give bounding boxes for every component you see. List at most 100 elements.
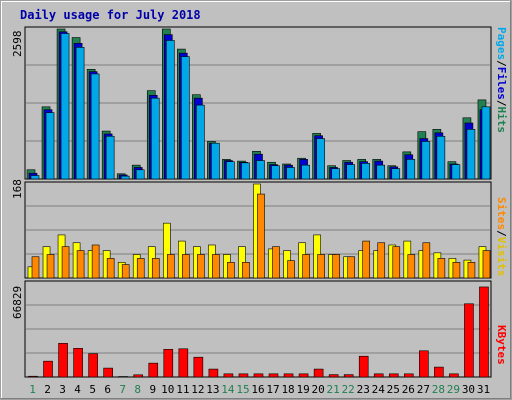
bar-sites-day-5 — [91, 244, 100, 279]
bar-sites-day-1 — [31, 256, 40, 279]
day-label-13: 13 — [206, 383, 219, 396]
bar-kbytes-day-10 — [163, 348, 174, 378]
bar-kbytes-day-8 — [133, 374, 144, 378]
usage-max-label: 2598 — [11, 30, 24, 58]
day-label-29: 29 — [447, 383, 460, 396]
kbytes-max-label: 66829 — [11, 285, 24, 319]
visitors-max-label: 168 — [11, 179, 24, 199]
bar-pages-day-22 — [346, 164, 355, 180]
bar-sites-day-19 — [302, 254, 310, 279]
bar-pages-day-4 — [75, 47, 85, 180]
bar-sites-day-21 — [332, 254, 340, 279]
bar-pages-day-19 — [301, 164, 310, 180]
bar-sites-day-6 — [106, 258, 115, 279]
bar-sites-day-16 — [257, 193, 265, 279]
legend-sep-3: / — [495, 230, 508, 237]
legend-pages: Pages — [495, 27, 508, 61]
bar-kbytes-day-4 — [73, 348, 83, 378]
bar-kbytes-day-17 — [268, 373, 279, 378]
bar-pages-day-18 — [286, 167, 295, 180]
legend-sep-2: / — [495, 99, 508, 107]
bar-kbytes-day-19 — [298, 373, 309, 378]
bar-kbytes-day-16 — [253, 373, 264, 378]
bar-kbytes-day-20 — [313, 368, 324, 378]
bar-pages-day-16 — [256, 160, 265, 180]
bar-pages-day-30 — [466, 129, 476, 180]
day-label-18: 18 — [281, 383, 294, 396]
bar-kbytes-day-29 — [449, 373, 459, 378]
day-label-9: 9 — [149, 383, 156, 396]
bar-kbytes-day-18 — [283, 373, 294, 378]
day-label-19: 19 — [296, 383, 309, 396]
bar-pages-day-21 — [331, 168, 340, 180]
day-label-14: 14 — [221, 383, 235, 396]
day-label-23: 23 — [357, 383, 370, 396]
bar-kbytes-day-2 — [43, 360, 53, 378]
chart-title: Daily usage for July 2018 — [20, 8, 201, 22]
bar-sites-day-11 — [182, 254, 190, 279]
bar-pages-day-11 — [181, 56, 190, 180]
bar-kbytes-day-9 — [148, 362, 159, 378]
legend-kbytes: KBytes — [495, 325, 508, 365]
bar-sites-day-15 — [242, 262, 250, 279]
bar-kbytes-day-6 — [103, 367, 113, 378]
day-label-17: 17 — [266, 383, 279, 396]
day-label-25: 25 — [387, 383, 400, 396]
bar-pages-day-6 — [105, 135, 115, 180]
day-label-11: 11 — [176, 383, 189, 396]
legend-sep-1: / — [495, 60, 508, 67]
bar-kbytes-day-3 — [58, 343, 68, 378]
bar-pages-day-7 — [120, 175, 130, 180]
day-label-16: 16 — [251, 383, 264, 396]
bar-kbytes-day-14 — [223, 373, 234, 378]
bar-sites-day-17 — [272, 246, 280, 279]
day-label-28: 28 — [432, 383, 445, 396]
bar-pages-day-1 — [30, 175, 40, 180]
day-label-24: 24 — [372, 383, 386, 396]
legend-hits: Hits — [495, 106, 508, 134]
day-label-7: 7 — [119, 383, 126, 396]
bar-pages-day-3 — [60, 33, 70, 180]
day-label-6: 6 — [104, 383, 111, 396]
bar-kbytes-day-15 — [238, 373, 249, 378]
legend-sites: Sites — [495, 197, 508, 231]
bar-kbytes-day-13 — [208, 368, 219, 378]
visitors-side-legend: Sites/Visits — [495, 197, 508, 277]
day-label-12: 12 — [191, 383, 204, 396]
day-label-27: 27 — [417, 383, 430, 396]
bar-sites-day-10 — [166, 254, 175, 279]
bar-kbytes-day-1 — [28, 375, 38, 378]
bar-sites-day-24 — [377, 242, 386, 279]
bar-pages-day-31 — [481, 106, 491, 180]
bar-pages-day-12 — [196, 104, 205, 180]
bar-sites-day-13 — [212, 254, 220, 279]
bar-pages-day-8 — [135, 169, 145, 180]
bar-pages-day-27 — [421, 141, 431, 180]
day-label-4: 4 — [74, 383, 81, 396]
bar-kbytes-day-30 — [464, 303, 474, 378]
bar-sites-day-29 — [452, 262, 461, 279]
bar-pages-day-29 — [451, 164, 461, 180]
bar-kbytes-day-21 — [328, 374, 339, 378]
day-label-21: 21 — [327, 383, 340, 396]
day-label-1: 1 — [29, 383, 36, 396]
bar-sites-day-26 — [407, 254, 416, 279]
bar-pages-day-26 — [406, 159, 416, 180]
usage-side-legend: Pages/Files/Hits — [495, 27, 508, 133]
bar-sites-day-22 — [347, 256, 355, 279]
bar-kbytes-day-31 — [479, 286, 489, 378]
bar-sites-day-27 — [422, 242, 431, 279]
bar-pages-day-15 — [241, 162, 250, 180]
bar-pages-day-24 — [376, 164, 386, 180]
bar-sites-day-28 — [437, 258, 446, 279]
bar-sites-day-25 — [392, 246, 401, 279]
bar-kbytes-day-12 — [193, 356, 204, 378]
bar-sites-day-2 — [46, 254, 55, 279]
bar-kbytes-day-5 — [88, 353, 98, 378]
bar-sites-day-9 — [151, 258, 160, 279]
bar-pages-day-25 — [391, 168, 401, 180]
day-label-2: 2 — [44, 383, 51, 396]
bar-sites-day-20 — [317, 254, 325, 279]
bar-pages-day-28 — [436, 135, 446, 180]
